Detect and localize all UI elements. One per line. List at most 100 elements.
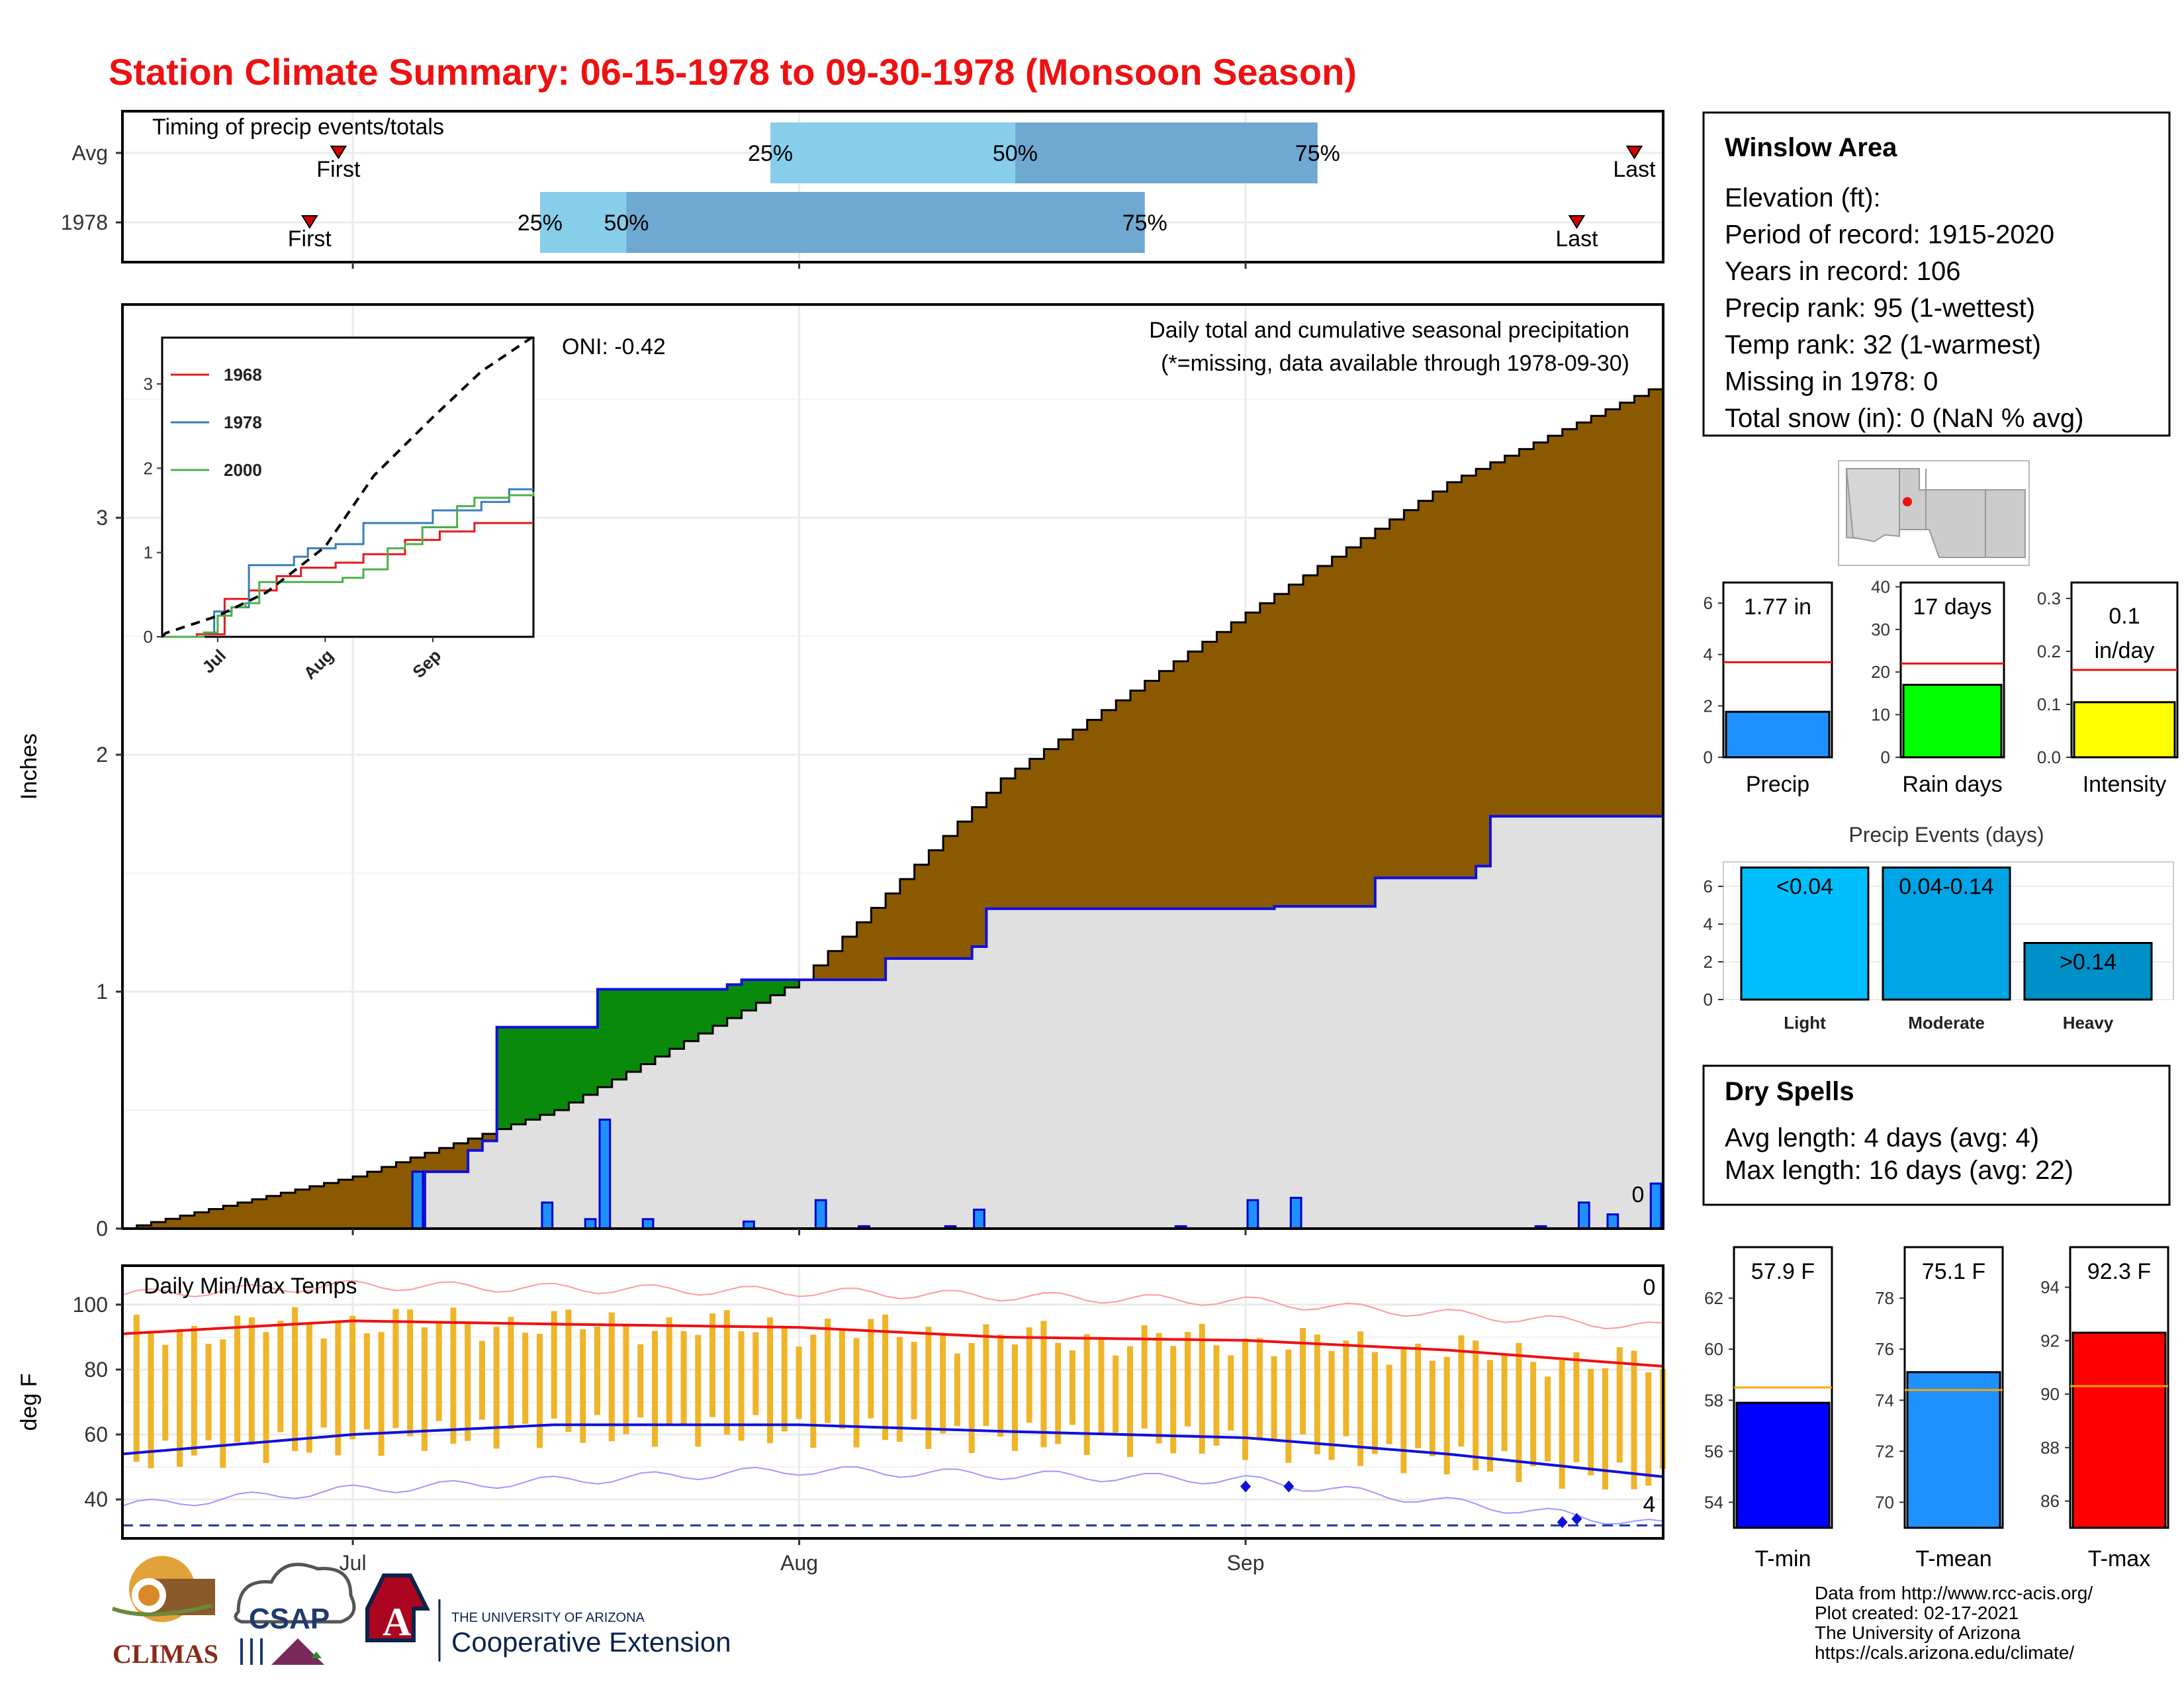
daily-temp-range-bar	[1098, 1337, 1105, 1436]
daily-temp-range-bar	[378, 1332, 385, 1456]
daily-temp-range-bar	[882, 1314, 889, 1440]
inset-series-line	[162, 492, 535, 638]
x-tick-label: Jul	[340, 1551, 367, 1575]
daily-temp-range-bar	[1473, 1340, 1479, 1471]
precip-panel: Daily total and cumulative seasonal prec…	[17, 303, 1664, 1241]
mini-bar-label: Rain days	[1902, 772, 2002, 797]
svg-text:CLIMAS: CLIMAS	[113, 1639, 218, 1669]
mini-bar-tick-label: 2	[1704, 696, 1713, 716]
average-cumulative-line	[122, 383, 1664, 1230]
daily-temp-range-bar	[1300, 1328, 1306, 1434]
daily-temp-range-bar	[911, 1342, 917, 1420]
events-tick-label: 2	[1704, 952, 1713, 972]
footer-line: Plot created: 02-17-2021	[1815, 1603, 2019, 1623]
daily-temp-range-bar	[983, 1324, 989, 1427]
daily-temp-range-bar	[450, 1307, 457, 1444]
x-tick-label: Sep	[1227, 1551, 1265, 1575]
daily-precip-bar	[1649, 1182, 1662, 1230]
daily-temp-range-bar	[1256, 1338, 1263, 1438]
daily-temp-range-bar	[220, 1339, 226, 1468]
mini-bar-tick-label: 10	[1871, 705, 1890, 725]
p25-label: 25%	[748, 141, 793, 166]
y-tick-label: 3	[96, 506, 108, 530]
daily-temp-range-bar	[465, 1323, 471, 1441]
y-tick-label: 80	[84, 1358, 108, 1382]
precip-events-chart: Precip Events (days) <0.04 Light 0.04-0.14 M…	[1704, 823, 2174, 1033]
daily-temp-range-bar	[1573, 1352, 1580, 1462]
daily-temp-range-bar	[177, 1329, 183, 1468]
mini-bar-tick-label: 4	[1704, 645, 1713, 665]
footer-line: The University of Arizona	[1815, 1622, 2021, 1643]
daily-precip-bar	[814, 1199, 827, 1230]
record-high-count: 0	[1643, 1275, 1656, 1300]
quartile-bar-25-50	[539, 192, 627, 253]
dry-spells-max: Max length: 16 days (avg: 22)	[1725, 1156, 2073, 1185]
panel-frame	[121, 1264, 1664, 1540]
daily-temp-range-bar	[810, 1335, 817, 1448]
daily-temp-range-bar	[306, 1324, 312, 1453]
temp-bar-tick-label: 88	[2040, 1438, 2060, 1458]
daily-temp-range-bar	[1631, 1350, 1637, 1489]
p75-label: 75%	[1122, 211, 1167, 236]
daily-temp-range-bar	[709, 1313, 716, 1417]
daily-temp-range-bar	[1141, 1325, 1148, 1429]
daily-temp-range-bar	[1185, 1332, 1191, 1427]
temp-chart-label: Daily Min/Max Temps	[144, 1274, 357, 1299]
daily-temp-range-bar	[1271, 1356, 1277, 1441]
daily-temp-range-bar	[263, 1332, 269, 1464]
oni-value: ONI: -0.42	[562, 334, 666, 359]
mini-bar-tick-label: 6	[1704, 593, 1713, 613]
daily-temp-range-bar	[1415, 1343, 1422, 1448]
daily-temp-range-bar	[580, 1329, 586, 1443]
event-category-label: Heavy	[2063, 1013, 2114, 1033]
precip-events-title: Precip Events (days)	[1848, 823, 2044, 847]
daily-temp-range-bar	[1055, 1342, 1062, 1444]
daily-temp-range-bar	[1386, 1364, 1392, 1444]
inset-series-line	[162, 488, 533, 638]
svg-text:CSAP: CSAP	[249, 1603, 330, 1635]
timing-panel-label: Timing of precip events/totals	[152, 115, 444, 140]
event-category-label: Moderate	[1908, 1013, 1985, 1033]
y-axis-title: Inches	[17, 733, 42, 800]
daily-precip-bar	[584, 1218, 597, 1230]
mini-bar-value: 1.77 in	[1744, 594, 1811, 620]
daily-temp-range-bar	[637, 1344, 644, 1418]
temp-bar-tick-label: 54	[1704, 1492, 1723, 1512]
temp-bar-tick-label: 74	[1875, 1390, 1894, 1410]
daily-temp-range-bar	[1429, 1360, 1435, 1456]
record-low-marker	[1571, 1513, 1582, 1525]
temp-bar-tick-label: 72	[1875, 1441, 1894, 1461]
mini-bar	[1725, 710, 1831, 759]
daily-temp-range-bar	[781, 1328, 788, 1432]
temp-bar-tick-label: 58	[1704, 1390, 1723, 1410]
temp-bar-tick-label: 56	[1704, 1441, 1723, 1461]
daily-temp-range-bar	[1314, 1335, 1320, 1454]
y-tick-label: 1	[96, 980, 108, 1004]
daily-temp-range-bar	[1242, 1338, 1249, 1460]
station-location-marker	[1903, 497, 1912, 506]
y-tick-label: 0	[96, 1217, 108, 1241]
daily-temp-range-bar	[825, 1318, 831, 1423]
event-marker	[1568, 215, 1586, 229]
daily-temp-range-bar	[522, 1333, 529, 1424]
daily-temp-range-bar	[1228, 1355, 1234, 1430]
daily-temp-range-bar	[666, 1317, 672, 1425]
daily-temp-range-bar	[968, 1342, 975, 1454]
main-chart-title: Daily total and cumulative seasonal prec…	[1149, 318, 1629, 343]
event-marker	[1625, 146, 1643, 160]
temp-bar-label: T-min	[1755, 1546, 1811, 1571]
temp-bar-tick-label: 70	[1875, 1492, 1894, 1512]
daily-temp-range-bar	[1040, 1321, 1047, 1448]
last-event-label: Last	[1613, 157, 1656, 182]
mini-bar-tick-label: 0.3	[2037, 588, 2061, 608]
temp-bar-value: 92.3 F	[2087, 1259, 2151, 1284]
y-tick-label: 60	[84, 1423, 108, 1446]
quartile-bar-25-50	[770, 122, 1015, 183]
record-high-line	[122, 1280, 1664, 1330]
daily-temp-range-bar	[205, 1344, 212, 1440]
temperature-panel: Daily Min/Max Temps 0 4 40 60 80 100 Jul Aug Sep d…	[17, 1264, 1666, 1575]
temp-bar-tick-label: 60	[1704, 1339, 1723, 1359]
y-tick-label: 100	[73, 1293, 108, 1317]
temp-bar-tick-label: 76	[1875, 1339, 1894, 1359]
